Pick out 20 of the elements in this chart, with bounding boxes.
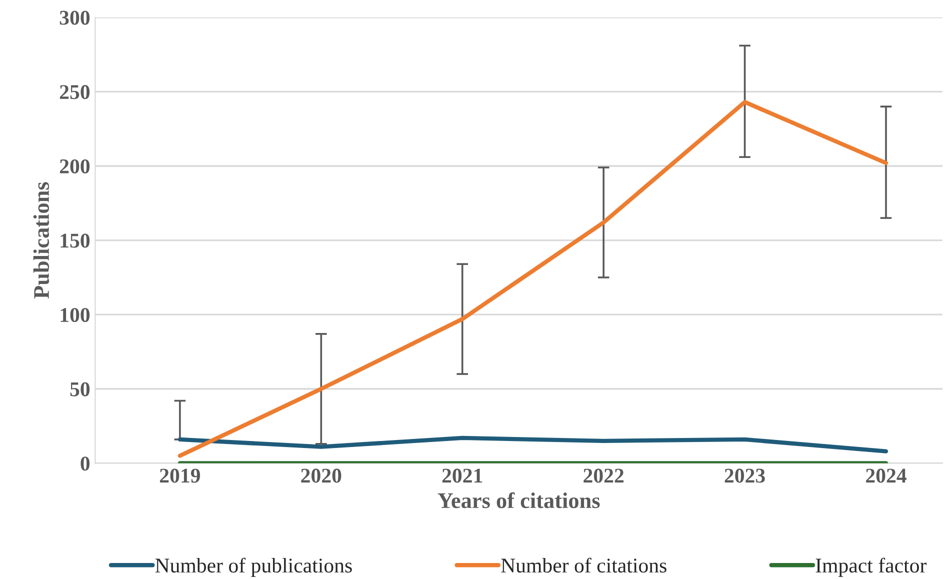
x-tick-label: 2019: [160, 468, 200, 483]
legend-label: Number of publications: [155, 558, 352, 577]
y-tick-label: 150: [60, 234, 90, 248]
y-tick-label: 200: [60, 159, 90, 174]
y-tick-label: 300: [60, 10, 90, 25]
x-tick-label: 2020: [301, 468, 342, 483]
y-tick-label: 50: [70, 382, 90, 396]
line-series: [178, 100, 888, 458]
x-tick-label: 2021: [442, 468, 482, 483]
x-tick-label: 2023: [724, 468, 765, 483]
y-axis-title: Publications: [33, 182, 50, 299]
line-series: [178, 436, 888, 454]
x-tick-label: 2022: [584, 468, 624, 483]
legend-label: Number of citations: [501, 558, 666, 573]
x-axis-title: Years of citations: [438, 492, 600, 508]
y-tick-label: 0: [80, 456, 90, 471]
y-tick-label: 250: [60, 85, 90, 100]
legend-label: Impact factor: [816, 558, 927, 577]
y-tick-label: 100: [60, 308, 90, 322]
x-tick-label: 2024: [866, 468, 906, 483]
